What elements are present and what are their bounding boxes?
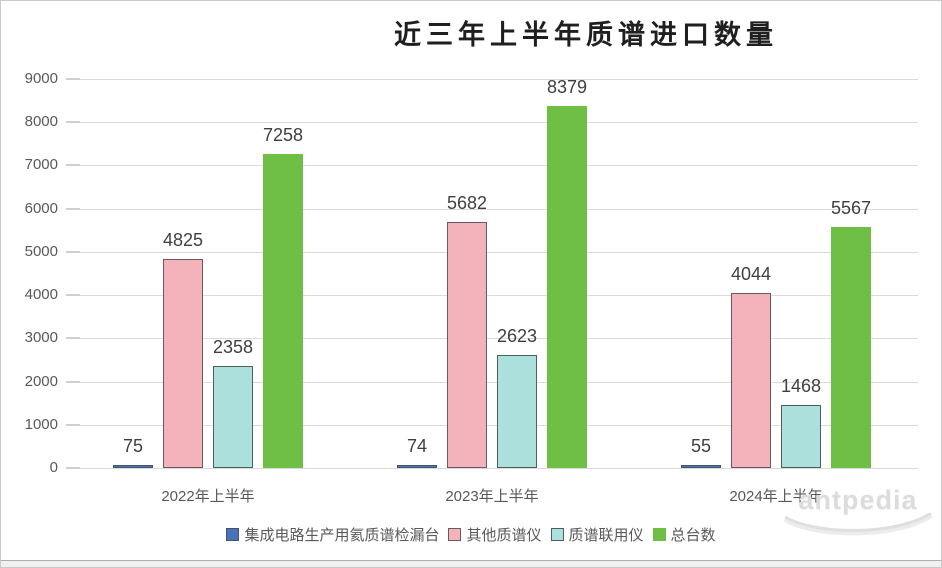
legend-swatch-icon (448, 528, 462, 541)
bar-质谱联用仪-2023年上半年 (497, 355, 537, 468)
y-axis-tick (66, 121, 80, 123)
legend-label: 总台数 (670, 527, 716, 544)
gridline (66, 295, 918, 296)
y-axis-tick (66, 467, 80, 469)
value-label: 7258 (262, 125, 304, 145)
x-axis-category-label: 2024年上半年 (729, 488, 823, 505)
x-axis-category-label: 2022年上半年 (161, 488, 255, 505)
y-axis-label: 5000 (24, 243, 58, 260)
window-bottom-edge (1, 560, 941, 567)
value-label: 55 (690, 436, 712, 456)
y-axis-tick (66, 381, 80, 383)
value-label: 4825 (162, 230, 204, 250)
legend-item: 总台数 (652, 524, 716, 545)
gridline (66, 468, 918, 469)
y-axis-tick (66, 251, 80, 253)
gridline (66, 209, 918, 210)
value-label: 8379 (546, 77, 588, 97)
y-axis-tick (66, 208, 80, 210)
y-axis-tick (66, 294, 80, 296)
chart-title: 近三年上半年质谱进口数量 (394, 20, 778, 51)
gridline (66, 122, 918, 123)
legend: 集成电路生产用氦质谱检漏台 其他质谱仪 质谱联用仪 总台数 (1, 524, 941, 545)
y-axis-label: 7000 (24, 156, 58, 173)
legend-item: 集成电路生产用氦质谱检漏台 (226, 524, 439, 545)
gridline (66, 425, 918, 426)
gridline (66, 338, 918, 339)
bar-集成电路生产用氦质谱检漏台-2023年上半年 (397, 465, 437, 468)
legend-swatch-icon (226, 528, 240, 541)
value-label: 5682 (446, 193, 488, 213)
value-label: 1468 (780, 376, 822, 396)
y-axis-label: 3000 (24, 329, 58, 346)
bar-集成电路生产用氦质谱检漏台-2024年上半年 (681, 465, 721, 468)
legend-item: 其他质谱仪 (448, 524, 542, 545)
legend-swatch-icon (652, 528, 666, 541)
y-axis-tick (66, 424, 80, 426)
gridline (66, 165, 918, 166)
y-axis-tick (66, 78, 80, 80)
bar-其他质谱仪-2023年上半年 (447, 222, 487, 468)
bar-质谱联用仪-2022年上半年 (213, 366, 253, 468)
legend-swatch-icon (550, 528, 564, 541)
bar-集成电路生产用氦质谱检漏台-2022年上半年 (113, 465, 153, 468)
y-axis-label: 4000 (24, 286, 58, 303)
y-axis-label: 2000 (24, 373, 58, 390)
value-label: 75 (122, 436, 144, 456)
bar-总台数-2024年上半年 (831, 227, 871, 468)
y-axis-label: 8000 (24, 113, 58, 130)
value-label: 74 (406, 436, 428, 456)
bar-质谱联用仪-2024年上半年 (781, 405, 821, 468)
gridline (66, 79, 918, 80)
y-axis-label: 1000 (24, 416, 58, 433)
legend-item: 质谱联用仪 (550, 524, 644, 545)
bar-其他质谱仪-2024年上半年 (731, 293, 771, 468)
gridline (66, 252, 918, 253)
value-label: 2358 (212, 337, 254, 357)
y-axis-label: 9000 (24, 70, 58, 87)
value-label: 4044 (730, 264, 772, 284)
bar-其他质谱仪-2022年上半年 (163, 259, 203, 468)
bar-总台数-2023年上半年 (547, 106, 587, 468)
value-label: 5567 (830, 198, 872, 218)
x-axis-category-label: 2023年上半年 (445, 488, 539, 505)
y-axis-label: 6000 (24, 200, 58, 217)
y-axis-tick (66, 164, 80, 166)
value-label: 2623 (496, 326, 538, 346)
legend-label: 质谱联用仪 (568, 527, 644, 544)
gridline (66, 382, 918, 383)
y-axis-label: 0 (49, 459, 58, 476)
legend-label: 其他质谱仪 (466, 527, 542, 544)
bar-总台数-2022年上半年 (263, 154, 303, 468)
legend-label: 集成电路生产用氦质谱检漏台 (244, 527, 440, 544)
y-axis-tick (66, 337, 80, 339)
